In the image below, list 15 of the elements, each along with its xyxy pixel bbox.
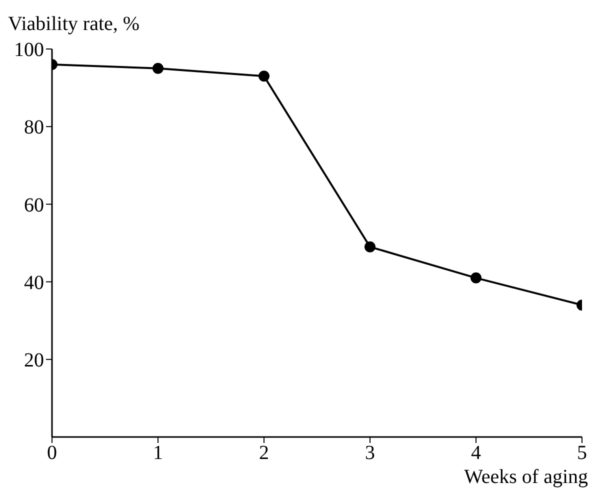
point — [258, 70, 270, 82]
point — [364, 241, 376, 252]
y-tick-label: 60 — [24, 194, 44, 216]
y-tick-label: 100 — [14, 39, 44, 62]
y-tick-label: 80 — [24, 116, 44, 139]
y-axis-title: Viability rate, % — [8, 13, 140, 35]
x-tick-label: 3 — [365, 442, 375, 464]
x-tick-label: 0 — [47, 442, 57, 464]
y-tick-label: 20 — [24, 350, 44, 372]
x-axis-title: Weeks of aging — [464, 466, 588, 488]
y-tick-label: 40 — [24, 272, 44, 294]
x-tick-label: 1 — [153, 442, 163, 464]
x-tick-label: 5 — [577, 442, 587, 464]
x-tick-label: 2 — [259, 442, 269, 464]
x-tick-label: 4 — [471, 442, 481, 464]
